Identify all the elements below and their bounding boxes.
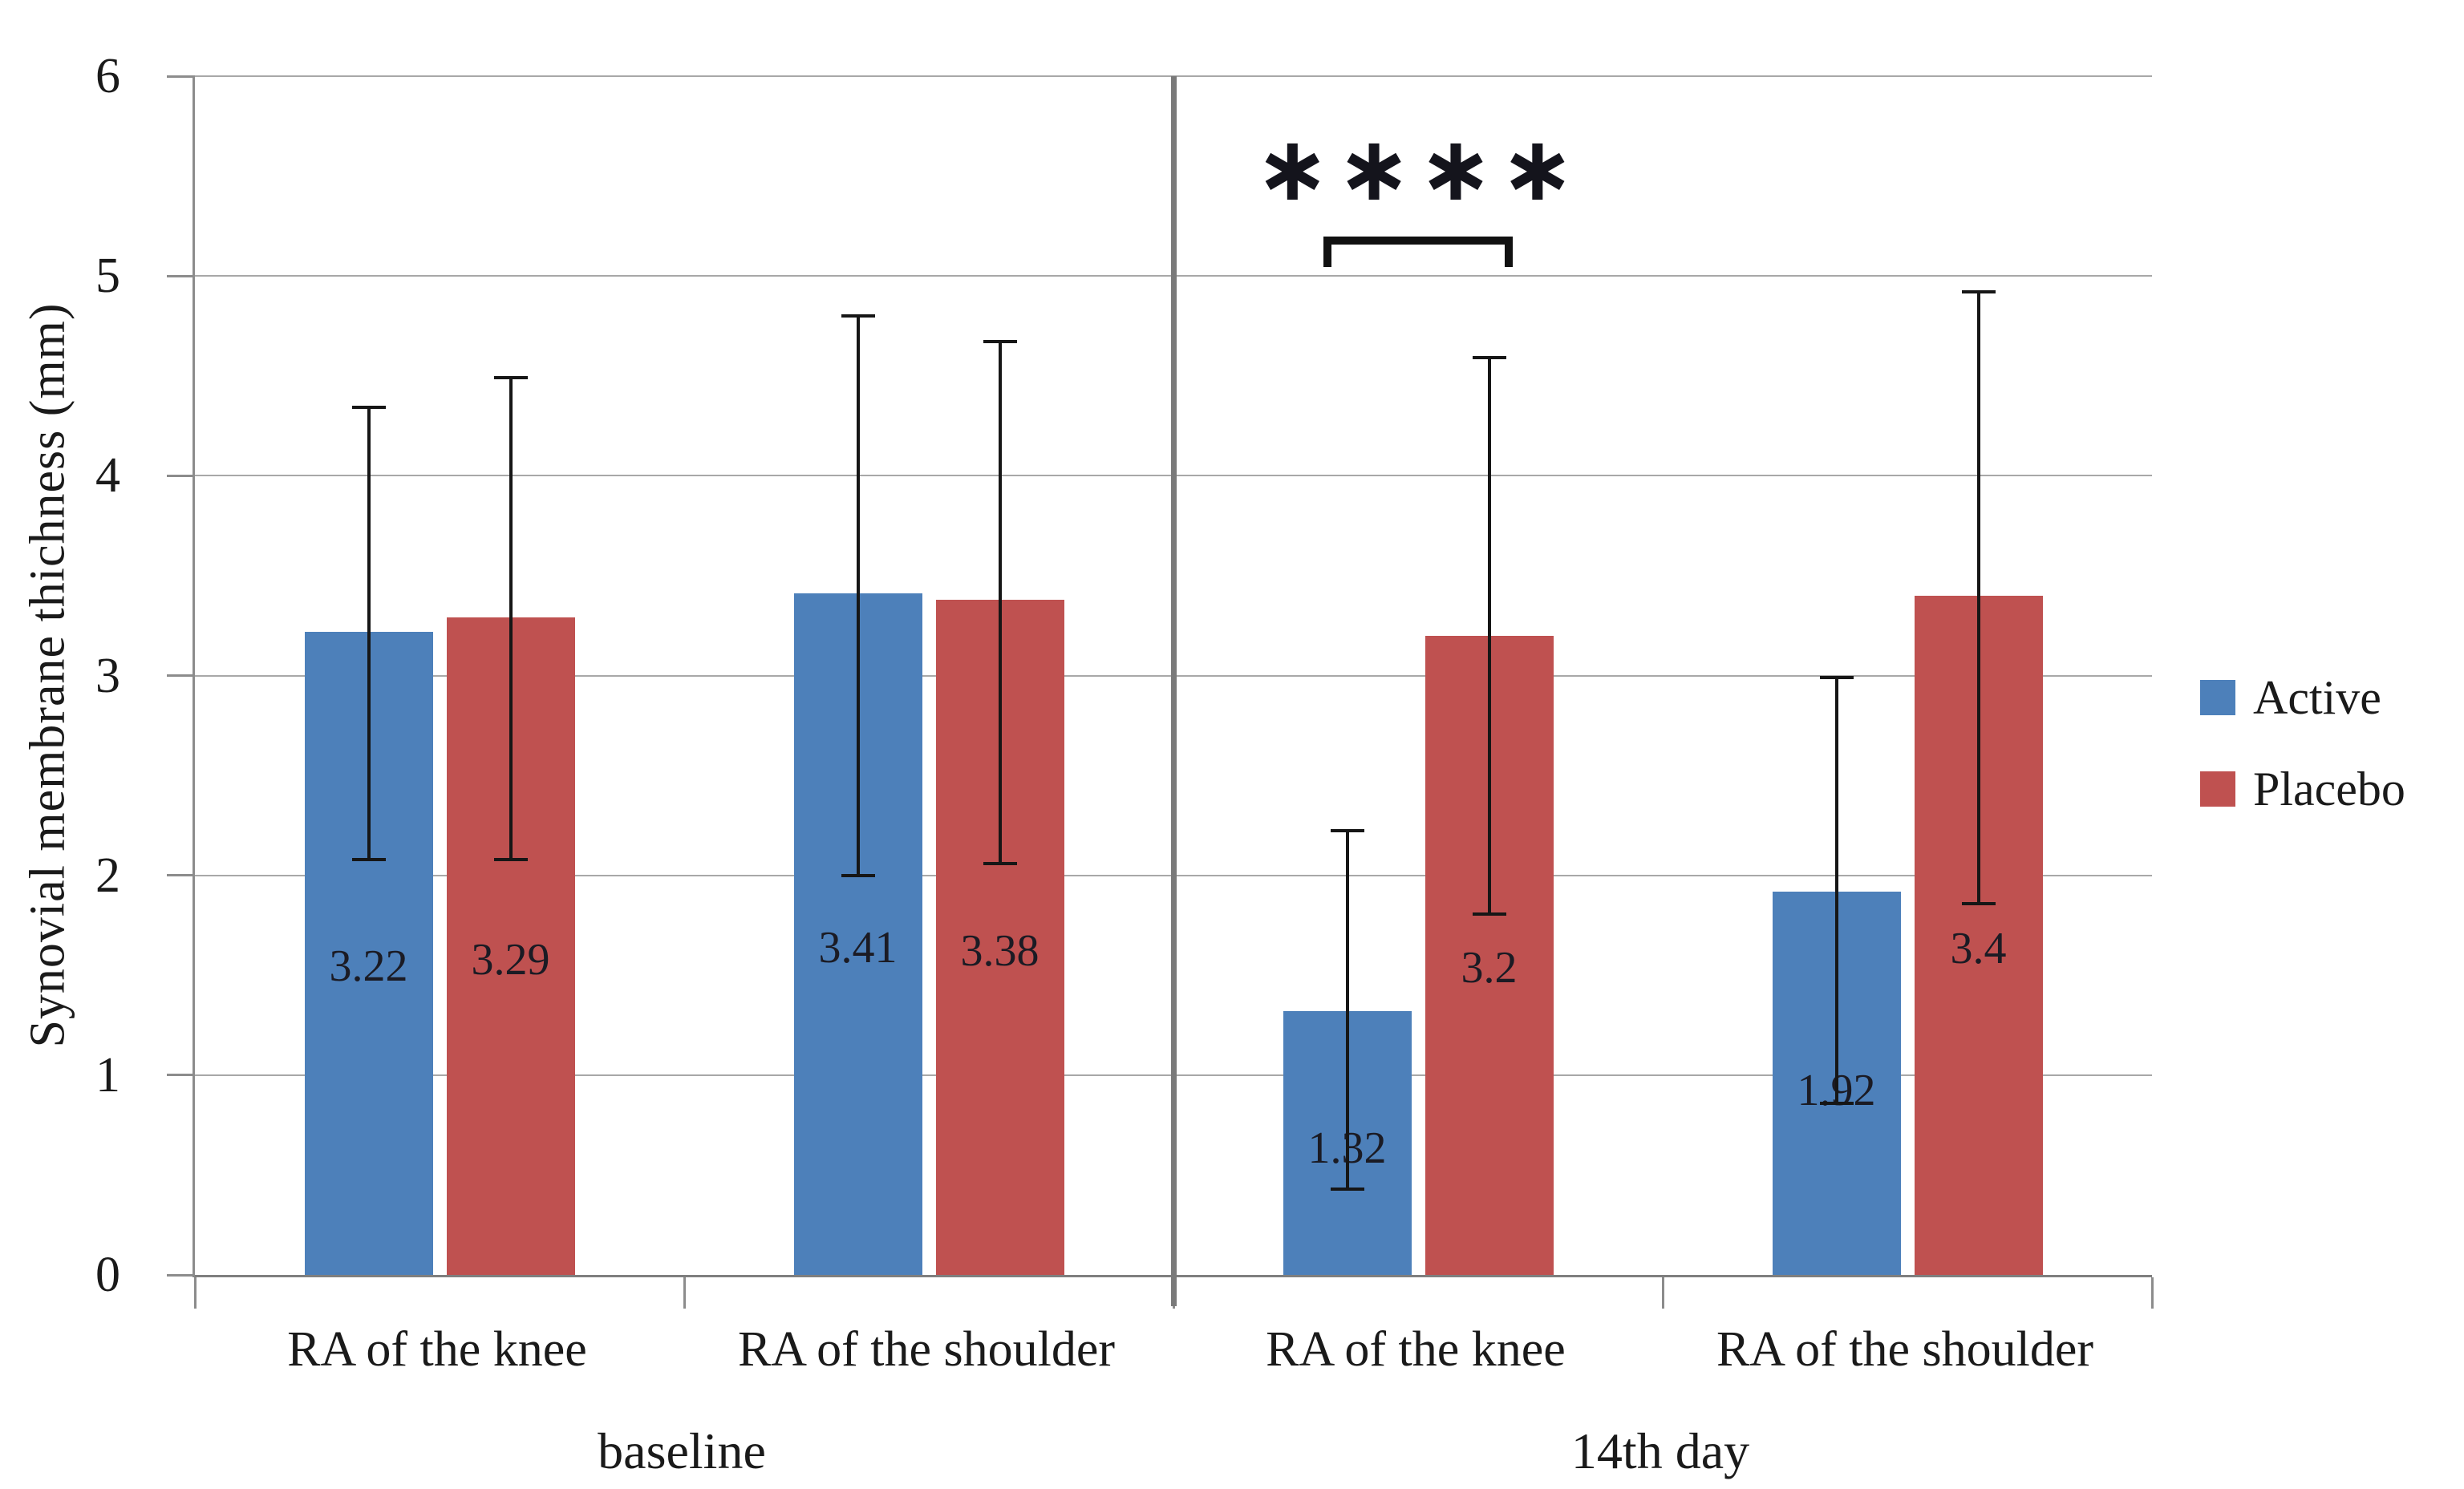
panel-label: 14th day bbox=[1570, 1422, 1750, 1479]
y-tick-label-6: 6 bbox=[95, 49, 120, 103]
error-bar bbox=[493, 375, 528, 862]
legend-swatch-placebo bbox=[2200, 771, 2235, 807]
panel-divider-line bbox=[1171, 76, 1177, 1306]
y-tick-label-0: 0 bbox=[95, 1248, 120, 1302]
bar-group-3: 1.32 3.2 bbox=[1173, 76, 1663, 1275]
bar-groups: 3.22 3.29 3.41 3.38 1.32 3.2 1.92 3.4 bbox=[195, 76, 2152, 1275]
bar-group-4: 1.92 3.4 bbox=[1663, 76, 2152, 1275]
bar-group-1: 3.22 3.29 bbox=[195, 76, 684, 1275]
category-label: RA of the knee bbox=[1266, 1322, 1566, 1377]
x-tickmark-0 bbox=[193, 1277, 197, 1309]
y-tick-label-1: 1 bbox=[95, 1047, 120, 1103]
legend-entry-active: Active bbox=[2200, 674, 2405, 722]
bar-value-label: 3.38 bbox=[960, 925, 1040, 976]
legend-label: Placebo bbox=[2253, 763, 2405, 815]
y-tickmark-2 bbox=[167, 874, 195, 877]
legend-swatch-active bbox=[2200, 680, 2235, 715]
y-tickmark-6 bbox=[167, 75, 195, 78]
y-tick-label-4: 4 bbox=[95, 448, 120, 504]
y-tick-label-2: 2 bbox=[95, 848, 120, 903]
legend-entry-placebo: Placebo bbox=[2200, 765, 2405, 813]
error-bar bbox=[1819, 675, 1854, 1106]
bar-slot-active: 3.22 bbox=[304, 76, 433, 1275]
legend-label: Active bbox=[2253, 671, 2381, 724]
x-tickmark-3 bbox=[1661, 1277, 1664, 1309]
significance-bracket bbox=[1323, 237, 1513, 268]
bar-slot-active: 3.41 bbox=[793, 76, 922, 1275]
y-tickmark-1 bbox=[167, 1074, 195, 1077]
bar-slot-active: 1.32 bbox=[1283, 76, 1412, 1275]
bar-value-label: 3.41 bbox=[818, 923, 898, 973]
panel-label: baseline bbox=[598, 1422, 766, 1479]
bar-value-label: 3.22 bbox=[329, 941, 408, 991]
y-axis-tick-labels: 0 1 2 3 4 5 6 bbox=[24, 51, 120, 1300]
y-tickmark-3 bbox=[167, 674, 195, 677]
bar-active: 3.22 bbox=[304, 631, 433, 1275]
error-bar bbox=[351, 406, 386, 862]
bar-group-2: 3.41 3.38 bbox=[684, 76, 1173, 1275]
bar-value-label: 3.4 bbox=[1950, 924, 2007, 974]
bar-value-label: 3.29 bbox=[471, 934, 550, 985]
y-tick-label-3: 3 bbox=[95, 648, 120, 703]
error-bar bbox=[983, 339, 1017, 866]
significance-stars: ∗∗∗∗ bbox=[1254, 117, 1582, 222]
error-bar bbox=[1330, 829, 1364, 1192]
bar-slot-placebo: 3.29 bbox=[446, 76, 575, 1275]
y-tickmark-0 bbox=[167, 1273, 195, 1277]
category-label: RA of the shoulder bbox=[1716, 1322, 2094, 1377]
x-tickmark-4 bbox=[2150, 1277, 2154, 1309]
category-label: RA of the shoulder bbox=[737, 1322, 1116, 1377]
error-bar bbox=[841, 314, 875, 878]
x-tickmark-1 bbox=[683, 1277, 686, 1309]
bar-placebo: 3.29 bbox=[446, 617, 575, 1275]
legend: Active Placebo bbox=[2200, 674, 2405, 813]
y-tickmark-4 bbox=[167, 474, 195, 477]
y-tick-label-5: 5 bbox=[95, 249, 120, 304]
bar-slot-placebo: 3.4 bbox=[1914, 76, 2043, 1275]
bar-slot-placebo: 3.38 bbox=[935, 76, 1064, 1275]
y-tickmark-5 bbox=[167, 274, 195, 277]
error-bar bbox=[1961, 289, 1996, 906]
plot-area: 3.22 3.29 3.41 3.38 1.32 3.2 1.92 3.4 ∗∗∗∗ bbox=[167, 75, 2154, 1309]
bar-slot-placebo: 3.2 bbox=[1424, 76, 1554, 1275]
error-bar bbox=[1472, 355, 1506, 916]
bar-slot-active: 1.92 bbox=[1772, 76, 1901, 1275]
category-label: RA of the knee bbox=[287, 1322, 587, 1377]
bar-value-label: 3.2 bbox=[1461, 943, 1518, 993]
